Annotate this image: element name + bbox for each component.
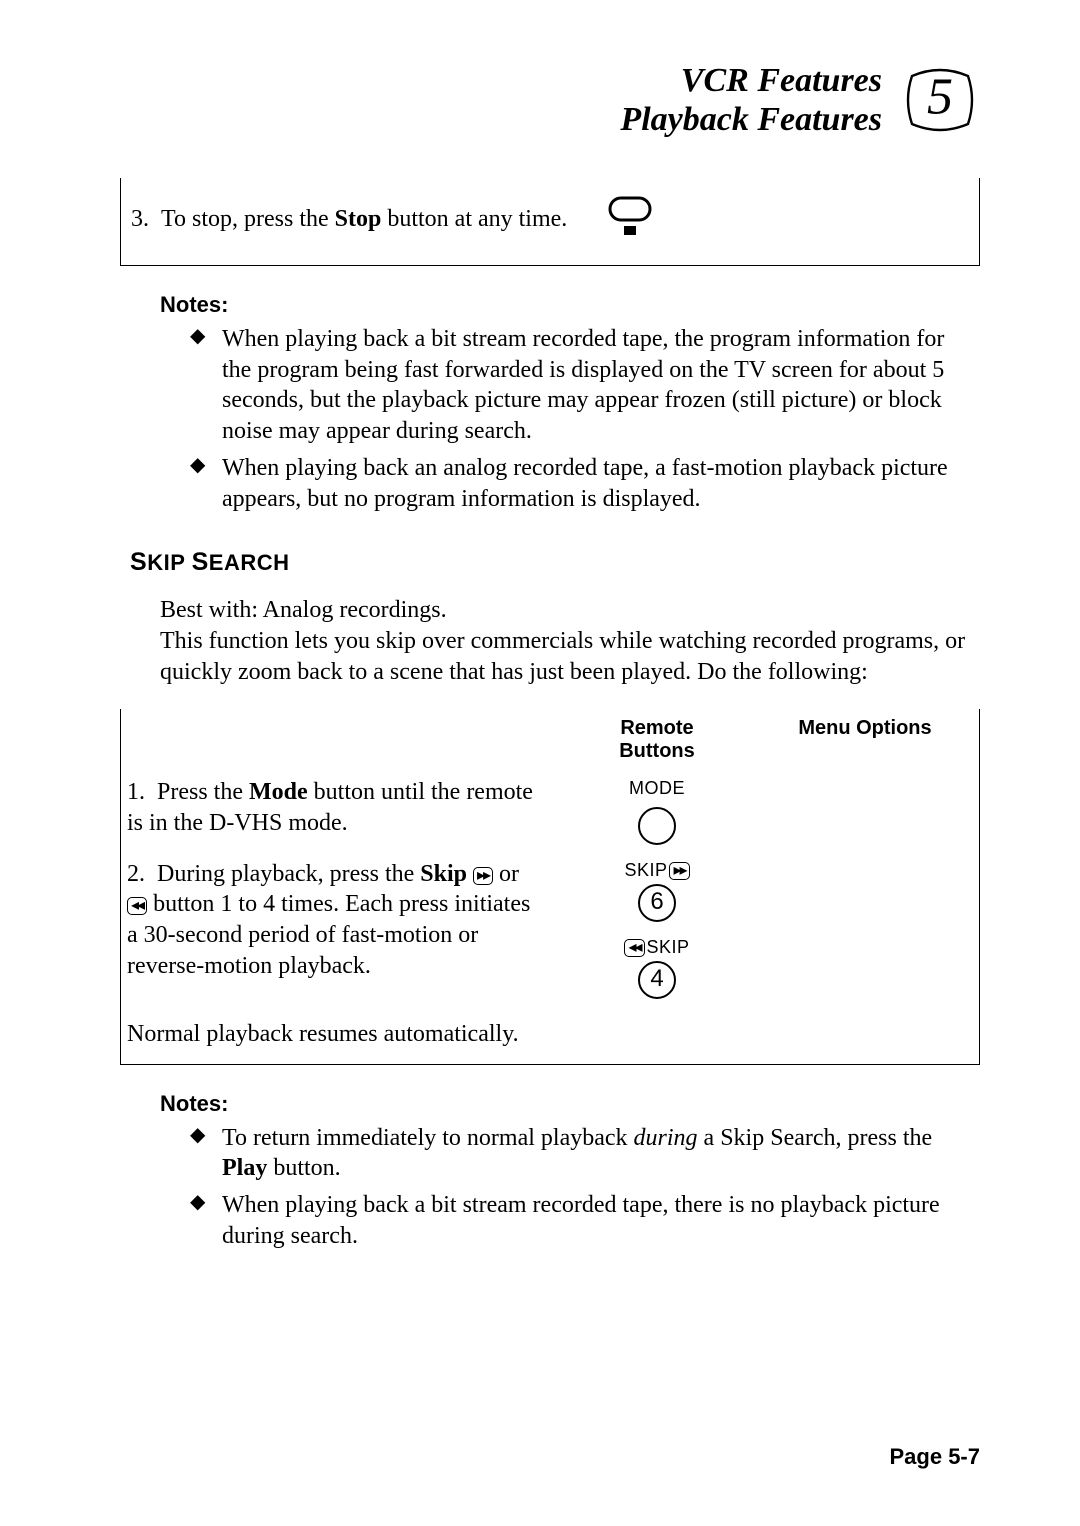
note2b: When playing back a bit stream recorded … [190, 1190, 970, 1251]
col1-header [127, 717, 557, 763]
header-title: VCR Features Playback Features [620, 61, 882, 139]
skip-search-body: Best with: Analog recordings. This funct… [160, 595, 970, 687]
stop-button-icon [607, 196, 653, 243]
instruction-table: Remote Buttons Menu Options 1. Press the… [120, 709, 980, 1064]
skip-best: Best with: Analog recordings. [160, 597, 447, 623]
stop-step-post: button at any time. [381, 206, 567, 232]
notes-label-2: Notes: [160, 1091, 980, 1117]
stop-step-box: 3. To stop, press the Stop button at any… [120, 178, 980, 266]
note1b: When playing back an analog recorded tap… [190, 453, 970, 514]
chapter-number: 5 [927, 68, 953, 127]
row1-text: 1. Press the Mode button until the remot… [127, 777, 557, 844]
table-header: Remote Buttons Menu Options [121, 709, 979, 773]
rew-icon: ◂◂ [624, 939, 644, 957]
stop-step-text: 3. To stop, press the Stop button at any… [131, 206, 567, 233]
stop-step-bold: Stop [335, 206, 382, 232]
row2-remote: SKIP▸▸ 6 ◂◂SKIP 4 [557, 859, 757, 1007]
skip-forward-group: SKIP▸▸ 6 [624, 859, 689, 922]
mode-label: MODE [629, 777, 685, 800]
skip-forward-label: SKIP▸▸ [624, 859, 689, 882]
ff-icon: ▸▸ [473, 867, 493, 885]
note1a: When playing back a bit stream recorded … [190, 324, 970, 447]
stop-step-num: 3. [131, 206, 149, 232]
ff-icon: ▸▸ [669, 862, 689, 880]
page-header: VCR Features Playback Features 5 [120, 60, 980, 140]
chapter-badge: 5 [900, 60, 980, 140]
col3-header: Menu Options [757, 717, 973, 763]
skip-reverse-group: ◂◂SKIP 4 [624, 936, 689, 999]
resume-row: Normal playback resumes automatically. [121, 1017, 979, 1064]
stop-step-pre: To stop, press the [155, 206, 335, 232]
skip-reverse-label: ◂◂SKIP [624, 936, 689, 959]
button-6-icon: 6 [638, 884, 676, 922]
rew-icon: ◂◂ [127, 897, 147, 915]
table-row: 1. Press the Mode button until the remot… [121, 773, 979, 854]
note2a: To return immediately to normal playback… [190, 1123, 970, 1184]
button-4-icon: 4 [638, 961, 676, 999]
table-row: 2. During playback, press the Skip ▸▸ or… [121, 855, 979, 1017]
row1-remote: MODE [557, 777, 757, 844]
notes-list-2: To return immediately to normal playback… [190, 1123, 970, 1252]
col2-header: Remote Buttons [557, 717, 757, 763]
page: VCR Features Playback Features 5 3. To s… [0, 0, 1080, 1526]
header-line1: VCR Features [620, 61, 882, 100]
notes-list-1: When playing back a bit stream recorded … [190, 324, 970, 514]
notes-label-1: Notes: [160, 292, 980, 318]
skip-desc: This function lets you skip over commerc… [160, 628, 965, 685]
mode-button-icon [638, 807, 676, 845]
skip-search-heading: SKIP SEARCH [130, 548, 980, 577]
row2-text: 2. During playback, press the Skip ▸▸ or… [127, 859, 557, 1007]
page-number: Page 5-7 [890, 1444, 981, 1470]
header-line2: Playback Features [620, 100, 882, 139]
